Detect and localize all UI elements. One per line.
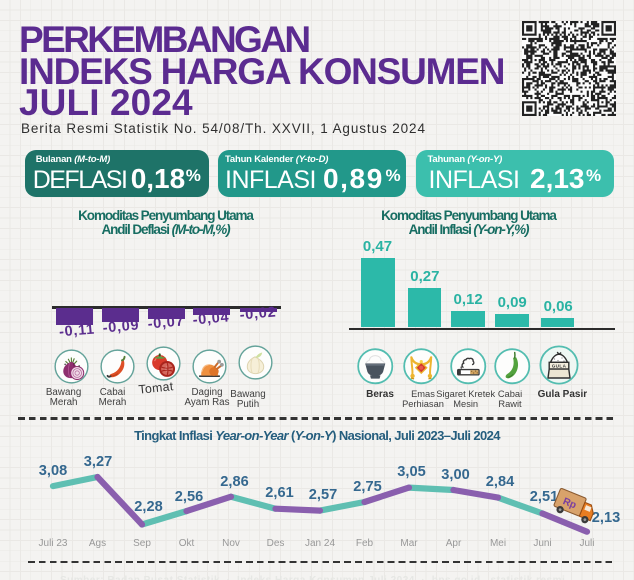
svg-text:Rp: Rp — [561, 496, 578, 511]
svg-text:GULA: GULA — [551, 363, 566, 368]
